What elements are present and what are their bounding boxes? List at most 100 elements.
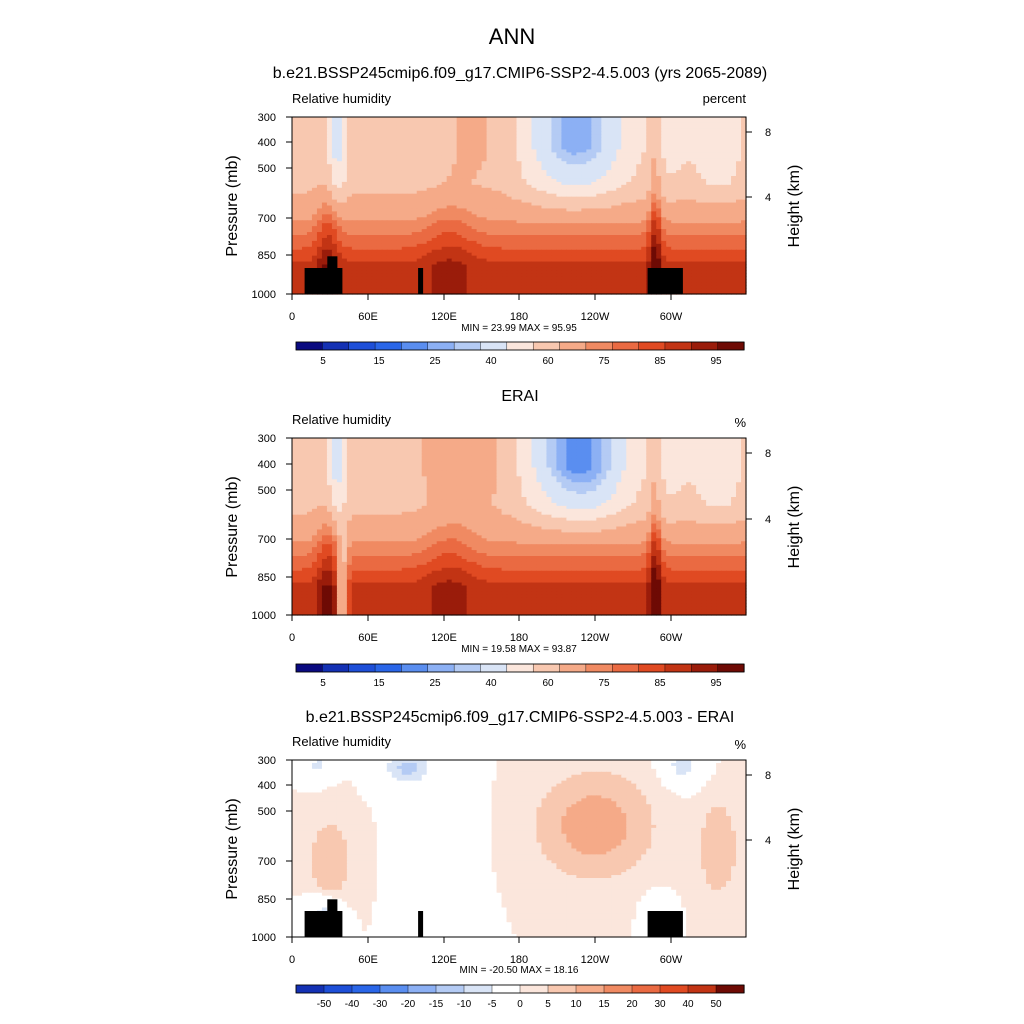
- heatmap-cell: [431, 137, 438, 142]
- heatmap-cell: [741, 119, 747, 124]
- heatmap-cell: [481, 176, 488, 180]
- heatmap-cell: [731, 119, 737, 124]
- heatmap-cell: [666, 190, 672, 195]
- heatmap-cell: [496, 134, 503, 139]
- heatmap-cell: [501, 205, 508, 210]
- heatmap-cell: [311, 140, 318, 145]
- heatmap-cell: [736, 178, 742, 183]
- heatmap-cell: [361, 125, 368, 130]
- heatmap-cell: [591, 176, 597, 180]
- heatmap-cell: [721, 146, 727, 151]
- heatmap-cell: [591, 178, 597, 183]
- heatmap-cell: [446, 184, 453, 189]
- heatmap-cell: [356, 173, 363, 177]
- heatmap-cell: [716, 131, 722, 136]
- heatmap-cell: [491, 155, 498, 159]
- heatmap-cell: [611, 190, 617, 195]
- heatmap-cell: [611, 149, 617, 153]
- heatmap-cell: [411, 158, 418, 162]
- heatmap-cell: [326, 161, 333, 165]
- heatmap-cell: [486, 122, 493, 127]
- heatmap-cell: [616, 181, 622, 186]
- heatmap-cell: [371, 190, 378, 195]
- heatmap-cell: [696, 122, 702, 127]
- heatmap-cell: [436, 143, 443, 148]
- heatmap-cell: [436, 149, 443, 153]
- heatmap-cell: [536, 196, 543, 201]
- heatmap-cell: [406, 176, 413, 180]
- heatmap-cell: [576, 134, 582, 139]
- heatmap-cell: [536, 140, 543, 145]
- heatmap-cell: [621, 164, 627, 168]
- heatmap-cell: [576, 178, 582, 183]
- heatmap-cell: [381, 119, 388, 124]
- heatmap-cell: [326, 170, 333, 174]
- heatmap-cell: [296, 158, 303, 162]
- heatmap-cell: [666, 137, 672, 142]
- heatmap-cell: [316, 205, 323, 210]
- heatmap-cell: [671, 193, 677, 198]
- heatmap-cell: [426, 199, 433, 204]
- heatmap-cell: [481, 137, 488, 142]
- heatmap-cell: [736, 158, 742, 162]
- heatmap-cell: [671, 134, 677, 139]
- heatmap-cell: [546, 187, 553, 192]
- heatmap-cell: [331, 178, 338, 183]
- heatmap-cell: [436, 158, 443, 162]
- heatmap-cell: [501, 131, 508, 136]
- heatmap-cell: [661, 117, 667, 121]
- heatmap-cell: [551, 199, 558, 204]
- heatmap-cell: [416, 155, 423, 159]
- heatmap-cell: [461, 178, 468, 183]
- heatmap-cell: [551, 178, 558, 183]
- heatmap-cell: [306, 181, 313, 186]
- heatmap-cell: [361, 190, 368, 195]
- heatmap-cell: [366, 149, 373, 153]
- heatmap-cell: [306, 119, 313, 124]
- heatmap-cell: [381, 170, 388, 174]
- heatmap-cell: [371, 152, 378, 156]
- heatmap-cell: [541, 205, 548, 210]
- heatmap-cell: [366, 202, 373, 207]
- heatmap-cell: [706, 158, 712, 162]
- heatmap-cell: [341, 134, 348, 139]
- heatmap-cell: [616, 143, 622, 148]
- heatmap-cell: [331, 146, 338, 151]
- heatmap-cell: [311, 158, 318, 162]
- heatmap-cell: [656, 155, 662, 159]
- heatmap-cell: [496, 137, 503, 142]
- heatmap-cell: [406, 122, 413, 127]
- heatmap-cell: [401, 202, 408, 207]
- heatmap-cell: [731, 176, 737, 180]
- heatmap-cell: [411, 149, 418, 153]
- heatmap-cell: [306, 140, 313, 145]
- heatmap-cell: [551, 134, 558, 139]
- heatmap-cell: [471, 146, 478, 151]
- heatmap-cell: [391, 184, 398, 189]
- heatmap-cell: [471, 178, 478, 183]
- heatmap-cell: [601, 134, 607, 139]
- heatmap-cell: [461, 205, 468, 210]
- heatmap-cell: [376, 161, 383, 165]
- heatmap-cell: [511, 173, 518, 177]
- heatmap-cell: [721, 137, 727, 142]
- heatmap-cell: [671, 196, 677, 201]
- heatmap-cell: [726, 187, 732, 192]
- heatmap-cell: [621, 202, 627, 207]
- heatmap-cell: [691, 137, 697, 142]
- heatmap-cell: [561, 167, 567, 171]
- heatmap-cell: [361, 202, 368, 207]
- heatmap-cell: [416, 143, 423, 148]
- heatmap-cell: [371, 187, 378, 192]
- heatmap-cell: [471, 117, 478, 121]
- heatmap-cell: [476, 187, 483, 192]
- heatmap-cell: [376, 134, 383, 139]
- heatmap-cell: [541, 202, 548, 207]
- heatmap-cell: [491, 164, 498, 168]
- heatmap-cell: [401, 187, 408, 192]
- heatmap-cell: [526, 137, 533, 142]
- heatmap-cell: [591, 155, 597, 159]
- heatmap-cell: [456, 205, 463, 210]
- heatmap-cell: [606, 170, 612, 174]
- heatmap-cell: [496, 146, 503, 151]
